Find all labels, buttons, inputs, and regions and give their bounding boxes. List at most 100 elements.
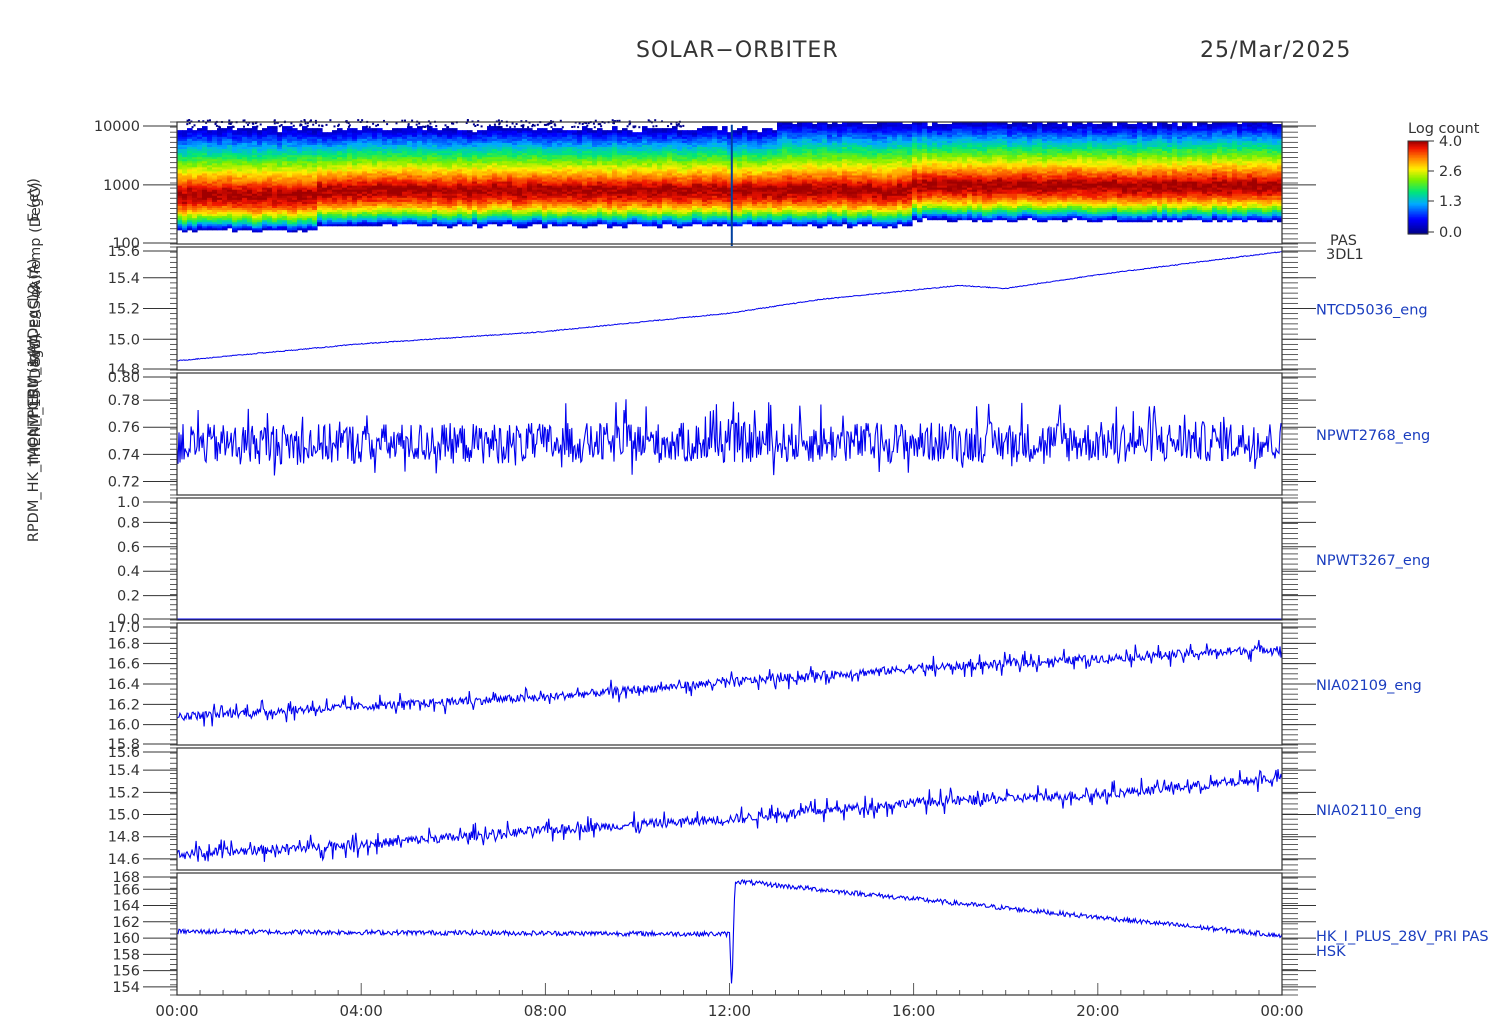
spectrogram-cell bbox=[342, 176, 348, 180]
spectrogram-cell bbox=[497, 168, 503, 172]
spectrogram-cell bbox=[472, 154, 478, 158]
spectrogram-cell bbox=[182, 211, 188, 215]
spectrogram-cell bbox=[227, 221, 233, 225]
spectrogram-cell bbox=[247, 158, 253, 162]
spectrogram-cell bbox=[482, 148, 488, 152]
spectrogram-cell bbox=[332, 140, 338, 143]
spectrogram-cell bbox=[467, 199, 473, 202]
spectrogram-cell bbox=[442, 138, 448, 141]
spectrogram-cell bbox=[217, 152, 223, 156]
spectrogram-cell bbox=[447, 211, 453, 215]
spectrogram-cell bbox=[462, 189, 468, 192]
spectrogram-cell bbox=[632, 132, 638, 135]
spectrogram-cell bbox=[282, 178, 288, 182]
spectrogram-cell bbox=[302, 180, 308, 184]
spectrogram-cell bbox=[407, 134, 413, 137]
spectrogram-cell bbox=[387, 174, 393, 178]
spectrogram-cell bbox=[412, 142, 418, 145]
spectrogram-cell bbox=[407, 138, 413, 141]
spectrogram-cell bbox=[267, 154, 273, 158]
spectrogram-cell bbox=[262, 223, 268, 227]
spectrogram-cell bbox=[412, 130, 418, 133]
spectrogram-cell bbox=[472, 205, 478, 208]
spectrogram-cell bbox=[267, 128, 273, 131]
spectrogram-cell bbox=[247, 178, 253, 182]
spectrogram-cell bbox=[527, 128, 533, 131]
spectrogram-cell bbox=[322, 150, 328, 154]
spectrogram-cell bbox=[347, 197, 353, 200]
spectrogram-cell bbox=[462, 195, 468, 198]
spectrogram-cell bbox=[467, 176, 473, 180]
spectrogram-cell bbox=[227, 187, 233, 190]
spectrogram-cell bbox=[382, 160, 388, 164]
spectrogram-cell bbox=[312, 217, 318, 221]
spectrogram-cell bbox=[422, 180, 428, 184]
spectrogram-cell bbox=[292, 142, 298, 145]
spectrogram-cell bbox=[462, 154, 468, 158]
spectrogram-cell bbox=[362, 213, 368, 217]
spectrogram-cell bbox=[292, 156, 298, 160]
spectrogram-cell bbox=[362, 126, 368, 129]
spectrogram-cell bbox=[222, 185, 228, 188]
spectrogram-cell bbox=[397, 178, 403, 182]
spectrogram-cell bbox=[497, 144, 503, 147]
spectrogram-cell bbox=[422, 160, 428, 164]
spectrogram-cell bbox=[227, 166, 233, 170]
spectrogram-cell bbox=[412, 191, 418, 194]
spectrogram-cell bbox=[377, 138, 383, 141]
spectrogram-cell bbox=[437, 134, 443, 137]
spectrogram-cell bbox=[472, 211, 478, 215]
spectrogram-cell bbox=[237, 174, 243, 178]
spectrogram-cell bbox=[482, 209, 488, 213]
spectrogram-cell bbox=[417, 130, 423, 133]
spectrogram-cell bbox=[407, 213, 413, 217]
spectrogram-cell bbox=[232, 158, 238, 162]
spectrogram-cell bbox=[452, 178, 458, 182]
spectrogram-cell bbox=[187, 193, 193, 196]
spectrogram-cell bbox=[257, 201, 263, 204]
spectrogram-cell bbox=[187, 132, 193, 135]
spectrogram-cell bbox=[307, 154, 313, 158]
spectrogram-cell bbox=[207, 185, 213, 188]
spectrogram-cell bbox=[247, 174, 253, 178]
spectrogram-cell bbox=[182, 229, 188, 233]
spectrogram-cell bbox=[247, 193, 253, 196]
spectrogram-cell bbox=[462, 174, 468, 178]
spectrogram-cell bbox=[282, 142, 288, 145]
spectrogram-cell bbox=[207, 172, 213, 176]
spectrogram-cell bbox=[272, 209, 278, 213]
spectrogram-cell bbox=[322, 197, 328, 200]
spectrogram-cell bbox=[302, 164, 308, 168]
spectrogram-cell bbox=[442, 150, 448, 154]
spectrogram-cell bbox=[442, 142, 448, 145]
spectrogram-cell bbox=[412, 201, 418, 204]
spectrogram-cell bbox=[187, 172, 193, 176]
spectrogram-cell bbox=[232, 180, 238, 184]
spectrogram-cell bbox=[377, 221, 383, 225]
spectrogram-cell bbox=[362, 197, 368, 200]
spectrogram-cell bbox=[207, 164, 213, 168]
spectrogram-cell bbox=[212, 185, 218, 188]
spectrogram-cell bbox=[442, 201, 448, 204]
spectrogram-cell bbox=[292, 191, 298, 194]
spectrogram-cell bbox=[337, 166, 343, 170]
spectrogram-cell bbox=[432, 158, 438, 162]
spectrogram-cell bbox=[182, 144, 188, 147]
spectrogram-cell bbox=[417, 150, 423, 154]
spectrogram-cell bbox=[407, 172, 413, 176]
spectrogram-cell bbox=[282, 152, 288, 156]
spectrogram-cell bbox=[492, 128, 498, 131]
spectrogram-cell bbox=[217, 195, 223, 198]
spectrogram-cell bbox=[327, 217, 333, 221]
spectrogram-cell bbox=[272, 185, 278, 188]
spectrogram-cell bbox=[207, 227, 213, 231]
spectrogram-cell bbox=[322, 207, 328, 211]
spectrogram-cell bbox=[402, 178, 408, 182]
spectrogram-cell bbox=[357, 217, 363, 221]
spectrogram-cell bbox=[312, 138, 318, 141]
spectrogram-cell bbox=[222, 178, 228, 182]
spectrogram-cell bbox=[337, 138, 343, 141]
spectrogram-cell bbox=[327, 180, 333, 184]
spectrogram-cell bbox=[242, 205, 248, 208]
spectrogram-cell bbox=[452, 201, 458, 204]
